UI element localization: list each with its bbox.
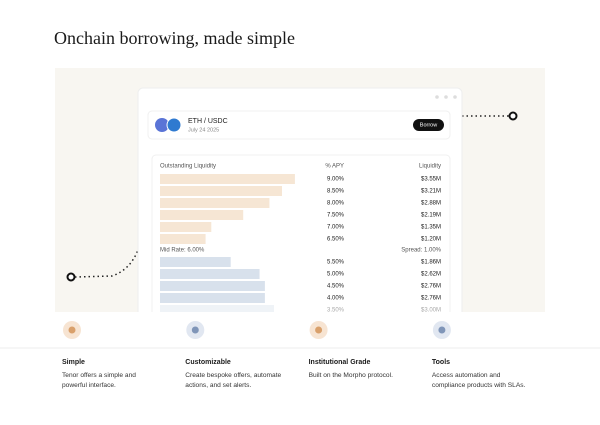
liquidity-bar: [160, 174, 295, 184]
liquidity: $2.76M: [421, 284, 441, 290]
feature-description: Built on the Morpho protocol.: [309, 372, 393, 379]
column-header: Liquidity: [419, 164, 441, 170]
feature-description: Create bespoke offers, automate: [185, 372, 281, 379]
feature-title: Tools: [432, 359, 450, 366]
liquidity: $2.88M: [421, 201, 441, 207]
liquidity-bar: [160, 186, 282, 196]
liquidity: $1.35M: [421, 225, 441, 231]
borrow-button[interactable]: [413, 119, 444, 131]
liquidity: $3.00M: [421, 308, 441, 314]
feature-icon-glyph: [438, 326, 446, 334]
feature-description: powerful interface.: [62, 382, 116, 389]
apy: 4.50%: [327, 284, 345, 290]
feature-icon-glyph: [315, 326, 323, 334]
apy: 7.50%: [327, 213, 345, 219]
window-dot: [453, 95, 457, 99]
eth-icon: [155, 118, 169, 132]
features-band: [0, 312, 600, 348]
liquidity: $2.76M: [421, 296, 441, 302]
feature-icon-glyph: [68, 326, 76, 334]
feature-title: Customizable: [185, 359, 231, 366]
usdc-icon: [166, 117, 182, 133]
feature-description: actions, and set alerts.: [185, 382, 251, 389]
liquidity: $1.86M: [421, 260, 441, 266]
apy: 6.50%: [327, 237, 345, 243]
apy: 4.00%: [327, 296, 345, 302]
liquidity-bar: [160, 234, 206, 244]
page-title: Onchain borrowing, made simple: [54, 28, 295, 48]
apy: 8.00%: [327, 201, 345, 207]
liquidity-bar: [160, 198, 270, 208]
liquidity: $2.62M: [421, 272, 441, 278]
feature-icon-glyph: [191, 326, 199, 334]
window-dot: [444, 95, 448, 99]
feature-description: compliance products with SLAs.: [432, 382, 526, 389]
apy: 7.00%: [327, 225, 345, 231]
liquidity-bar: [160, 305, 274, 315]
feature-description: Access automation and: [432, 372, 501, 379]
window-dot: [435, 95, 439, 99]
liquidity-bar: [160, 257, 231, 267]
feature-title: Simple: [62, 359, 85, 366]
liquidity: $2.19M: [421, 213, 441, 219]
liquidity-bar: [160, 210, 244, 220]
spread: Spread: 1.00%: [401, 248, 441, 254]
liquidity: $3.21M: [421, 189, 441, 195]
liquidity: $3.55M: [421, 177, 441, 183]
apy: 3.50%: [327, 308, 345, 314]
feature-description: Tenor offers a simple and: [62, 372, 136, 379]
pair-header: [147, 110, 451, 140]
apy: 5.00%: [327, 272, 345, 278]
feature-title: Institutional Grade: [309, 359, 371, 366]
liquidity-bar: [160, 293, 265, 303]
borrow-label[interactable]: Borrow: [420, 122, 437, 128]
pair-date: July 24 2025: [188, 127, 219, 133]
apy: 8.50%: [327, 189, 345, 195]
apy: 9.00%: [327, 177, 345, 183]
mid-rate: Mid Rate: 6.00%: [160, 248, 205, 254]
connector-node: [508, 111, 518, 121]
liquidity-bar: [160, 222, 212, 232]
connector: [74, 249, 139, 278]
apy: 5.50%: [327, 260, 345, 266]
connector-node: [66, 272, 76, 282]
column-header: Outstanding Liquidity: [160, 164, 216, 170]
pair-name: ETH / USDC: [188, 118, 228, 125]
column-header: % APY: [325, 164, 344, 170]
liquidity-bar: [160, 281, 265, 291]
liquidity-bar: [160, 269, 260, 279]
liquidity: $1.20M: [421, 237, 441, 243]
